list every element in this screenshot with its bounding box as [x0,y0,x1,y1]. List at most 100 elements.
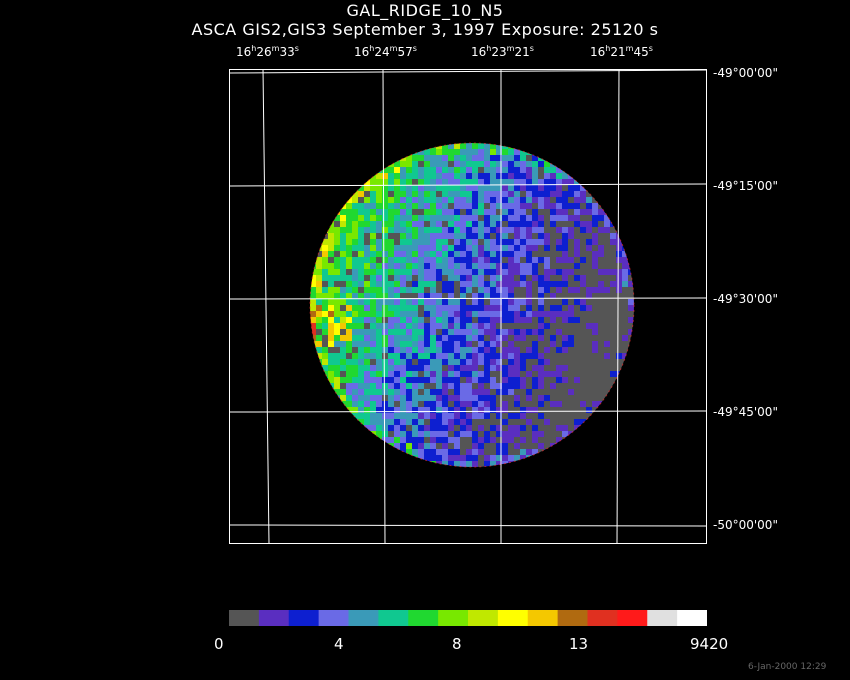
count-pixel [394,155,400,161]
count-pixel [340,293,346,299]
count-pixel [346,377,352,383]
count-pixel [538,251,544,257]
count-pixel [472,251,478,257]
count-pixel [472,419,478,425]
count-pixel [328,389,334,395]
count-pixel [616,347,622,353]
count-pixel [610,257,616,263]
count-pixel [472,227,478,233]
count-pixel [334,401,340,407]
count-pixel [346,407,352,413]
count-pixel [394,359,400,365]
count-pixel [388,377,394,383]
count-pixel [484,389,490,395]
count-pixel [622,263,628,269]
count-pixel [628,287,634,293]
count-pixel [364,329,370,335]
count-pixel [448,245,454,251]
count-pixel [568,263,574,269]
count-pixel [322,371,328,377]
count-pixel [388,431,394,437]
count-pixel [430,263,436,269]
count-pixel [406,239,412,245]
count-pixel [388,317,394,323]
count-pixel [340,281,346,287]
count-pixel [574,203,580,209]
count-pixel [400,425,406,431]
count-pixel [418,461,424,467]
count-pixel [412,455,418,461]
count-pixel [622,305,628,311]
count-pixel [418,395,424,401]
count-pixel [496,407,502,413]
count-pixel [430,449,436,455]
count-pixel [460,365,466,371]
count-pixel [556,359,562,365]
count-pixel [400,311,406,317]
count-pixel [460,257,466,263]
count-pixel [388,413,394,419]
count-pixel [586,293,592,299]
count-pixel [400,257,406,263]
count-pixel [424,329,430,335]
count-pixel [490,389,496,395]
count-pixel [400,209,406,215]
count-pixel [466,359,472,365]
count-pixel [346,269,352,275]
count-pixel [592,377,598,383]
count-pixel [508,419,514,425]
count-pixel [334,251,340,257]
count-pixel [448,311,454,317]
count-pixel [496,257,502,263]
count-pixel [490,329,496,335]
count-pixel [370,359,376,365]
count-pixel [382,197,388,203]
count-pixel [478,263,484,269]
count-pixel [496,191,502,197]
count-pixel [406,323,412,329]
count-pixel [448,161,454,167]
count-pixel [400,197,406,203]
count-pixel [454,455,460,461]
count-pixel [484,461,490,467]
count-pixel [580,425,586,431]
count-pixel [514,341,520,347]
count-pixel [460,203,466,209]
count-pixel [412,191,418,197]
count-pixel [436,149,442,155]
count-pixel [490,449,496,455]
count-pixel [334,245,340,251]
count-pixel [598,347,604,353]
count-pixel [502,185,508,191]
count-pixel [430,305,436,311]
count-pixel [358,401,364,407]
count-pixel [520,425,526,431]
count-pixel [526,437,532,443]
count-pixel [472,203,478,209]
count-pixel [508,257,514,263]
count-pixel [442,143,448,149]
count-pixel [406,233,412,239]
count-pixel [364,269,370,275]
count-pixel [496,227,502,233]
count-pixel [454,143,460,149]
count-pixel [580,221,586,227]
count-pixel [586,305,592,311]
count-pixel [364,299,370,305]
count-pixel [358,395,364,401]
count-pixel [574,275,580,281]
count-pixel [538,215,544,221]
count-pixel [442,281,448,287]
count-pixel [364,353,370,359]
count-pixel [490,437,496,443]
count-pixel [340,395,346,401]
count-pixel [604,353,610,359]
count-pixel [520,395,526,401]
count-pixel [604,365,610,371]
count-pixel [514,455,520,461]
count-pixel [574,425,580,431]
dec-label-1: -49°00'00" [713,66,778,80]
count-pixel [610,389,616,395]
count-pixel [616,257,622,263]
count-pixel [454,425,460,431]
